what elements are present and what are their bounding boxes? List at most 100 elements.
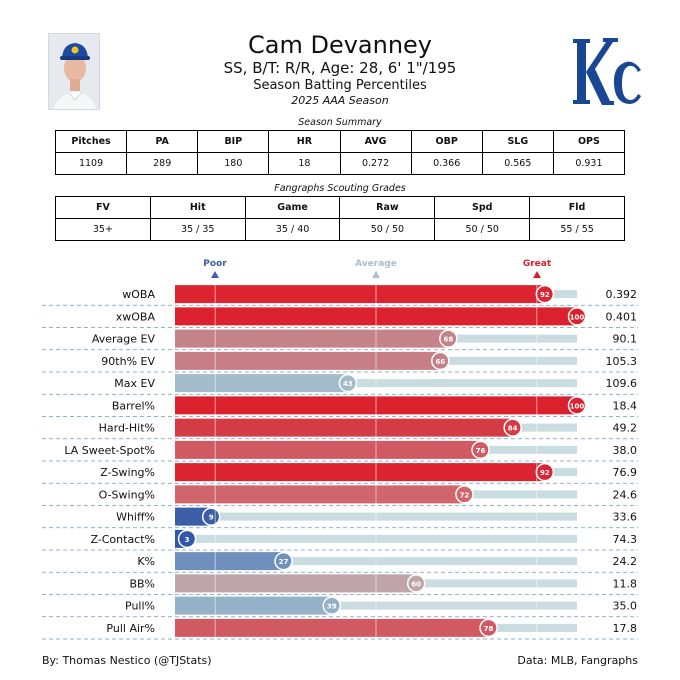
average-label: Average [355, 259, 397, 269]
percentile-bar [175, 485, 465, 504]
percentile-bar [175, 418, 513, 437]
category-label: Pull Air% [106, 622, 155, 635]
percentile-marker [567, 396, 587, 415]
player-headshot [48, 33, 100, 110]
percentile-label: 3 [185, 536, 190, 544]
stat-value: 11.8 [613, 577, 638, 590]
percentile-marker [439, 329, 458, 348]
category-label: Hard-Hit% [99, 422, 155, 435]
percentile-bar [175, 285, 545, 304]
stat-value: 24.6 [613, 488, 638, 501]
stat-value: 24.2 [613, 555, 638, 568]
percentile-label: 9 [209, 514, 214, 522]
percentile-label: 92 [540, 469, 550, 477]
category-label: LA Sweet-Spot% [64, 444, 155, 457]
average-marker-icon [372, 271, 380, 278]
stat-value: 0.401 [606, 310, 638, 323]
summary-value-cell: 0.565 [481, 152, 554, 175]
percentile-label: 92 [540, 291, 550, 299]
percentile-label: 100 [570, 402, 585, 410]
player-bio: SS, B/T: R/R, Age: 28, 6' 1"/195 [223, 59, 457, 77]
category-label: O-Swing% [99, 488, 155, 501]
category-label: Whiff% [116, 511, 155, 524]
percentile-bar [175, 574, 417, 593]
percentile-label: 84 [508, 425, 518, 433]
footer-source: Data: MLB, Fangraphs [517, 654, 638, 667]
percentile-marker [567, 307, 587, 326]
summary-value-cell: 0.272 [339, 152, 412, 175]
player-name: Cam Devanney [247, 31, 433, 59]
category-label: K% [137, 555, 155, 568]
stat-value: 109.6 [606, 377, 638, 390]
percentile-marker [322, 596, 342, 615]
percentile-label: 66 [435, 358, 445, 366]
percentile-bar [175, 440, 481, 459]
chart-title: Season Batting Percentiles [253, 78, 427, 93]
percentile-bar [175, 507, 212, 526]
category-label: Pull% [125, 600, 155, 613]
scouting-caption: Fangraphs Scouting Grades [274, 183, 406, 194]
stat-value: 35.0 [613, 600, 638, 613]
summary-value-row: 1109 289 180 18 0.272 0.366 0.565 0.931 [54, 152, 626, 175]
category-label: Average EV [92, 333, 156, 346]
percentile-marker [471, 440, 490, 460]
category-label: Max EV [114, 377, 155, 390]
percentile-marker [177, 529, 197, 549]
poor-label: Poor [203, 259, 227, 269]
percentile-label: 100 [570, 313, 585, 321]
percentile-marker [503, 418, 522, 437]
category-label: BB% [129, 577, 155, 590]
stat-value: 74.3 [613, 533, 638, 546]
scouting-value-cell: 35 / 40 [244, 218, 341, 241]
percentile-label: 43 [343, 380, 353, 388]
category-label: Z-Contact% [90, 533, 155, 546]
stat-value: 76.9 [613, 466, 638, 479]
category-label: Z-Swing% [100, 466, 155, 479]
category-label: xwOBA [116, 310, 156, 323]
category-label: 90th% EV [101, 355, 155, 368]
stat-value: 0.392 [606, 288, 638, 301]
percentile-label: 27 [279, 558, 289, 566]
category-label: Barrel% [112, 399, 155, 412]
percentile-bar [175, 329, 449, 348]
percentile-label: 78 [484, 625, 494, 633]
category-label: wOBA [122, 288, 155, 301]
percentile-label: 76 [476, 447, 486, 455]
percentile-bar [175, 618, 489, 637]
percentile-marker [431, 351, 450, 371]
percentile-label: 72 [460, 491, 470, 499]
summary-value-cell: 0.931 [552, 152, 626, 175]
scouting-value-cell: 50 / 50 [434, 218, 531, 241]
season-label: 2025 AAA Season [291, 94, 389, 107]
stat-value: 33.6 [613, 511, 638, 524]
percentile-label: 60 [411, 580, 421, 588]
percentile-label: 68 [443, 336, 453, 344]
scouting-value-cell: 55 / 55 [529, 218, 625, 241]
poor-marker-icon [211, 271, 219, 278]
percentile-bar [175, 463, 545, 482]
percentile-bar [175, 374, 348, 393]
stat-value: 38.0 [613, 444, 638, 457]
percentile-bar [175, 351, 441, 370]
stat-value: 105.3 [606, 355, 638, 368]
scouting-value-row: 35+ 35 / 35 35 / 40 50 / 50 50 / 50 55 /… [55, 218, 625, 241]
summary-value-cell: 180 [197, 152, 270, 175]
percentile-bar [175, 552, 284, 571]
summary-header-row: Pitches PA BIP HR AVG OBP SLG OPS [54, 130, 626, 153]
percentile-bar [175, 596, 332, 615]
scouting-grades-table: FV Hit Game Raw Spd Fld 35+ 35 / 35 35 /… [55, 196, 625, 241]
great-marker-icon [533, 271, 541, 278]
stat-value: 49.2 [613, 422, 638, 435]
season-summary-table: Pitches PA BIP HR AVG OBP SLG OPS 1109 2… [54, 130, 626, 175]
stat-value: 17.8 [613, 622, 638, 635]
percentile-marker [479, 618, 498, 638]
percentile-label: 39 [327, 603, 337, 611]
percentile-marker [338, 373, 358, 393]
stat-value: 90.1 [613, 333, 638, 346]
percentile-marker [455, 485, 474, 504]
percentile-marker [406, 574, 426, 593]
footer-credit: By: Thomas Nestico (@TJStats) [42, 654, 212, 667]
summary-caption: Season Summary [298, 117, 382, 128]
percentile-marker [274, 551, 293, 571]
